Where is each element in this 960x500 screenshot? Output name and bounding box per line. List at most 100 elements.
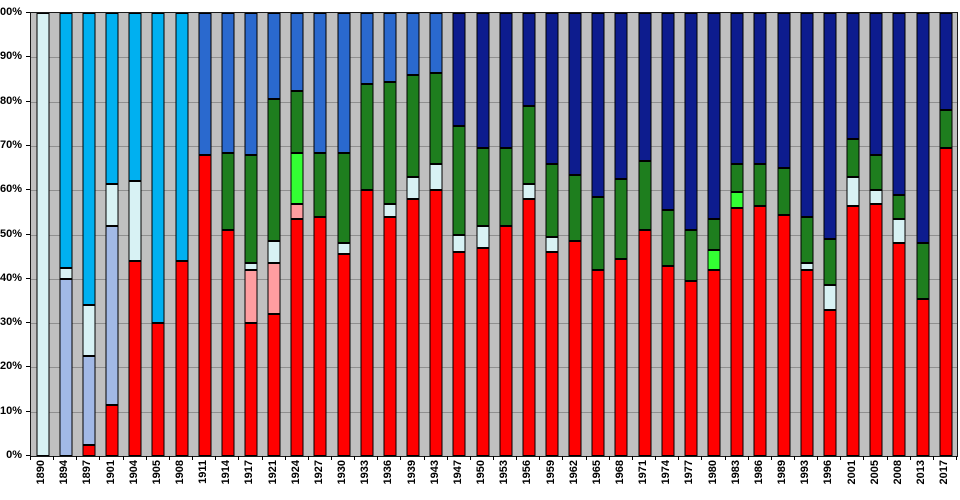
x-axis-tick bbox=[562, 456, 564, 460]
x-axis-tick bbox=[817, 456, 819, 460]
x-axis-label-1974: 1974 bbox=[660, 460, 673, 485]
gridline-80 bbox=[31, 101, 957, 103]
bar-segment-light_blue bbox=[59, 278, 73, 456]
bar-segment-dark_blue bbox=[476, 13, 490, 149]
bar-cell-1914 bbox=[216, 13, 239, 456]
bar-segment-pink bbox=[290, 203, 304, 219]
bar-segment-dark_blue bbox=[499, 13, 513, 149]
x-axis-tick bbox=[354, 456, 356, 460]
x-axis-tick bbox=[793, 456, 795, 460]
x-axis-tick bbox=[747, 456, 749, 460]
x-axis-label-1939: 1939 bbox=[405, 460, 418, 485]
x-axis-label-1904: 1904 bbox=[127, 460, 140, 485]
bar-segment-pale_cyan bbox=[869, 190, 883, 204]
bar-segment-cyan bbox=[59, 13, 73, 268]
bar-segment-green bbox=[383, 81, 397, 204]
bar-segment-cyan bbox=[128, 13, 142, 182]
gridline-40 bbox=[31, 278, 957, 280]
bar-1968 bbox=[614, 13, 628, 456]
bar-segment-green bbox=[777, 168, 791, 215]
bar-cell-2008 bbox=[888, 13, 911, 456]
x-axis-tick bbox=[932, 456, 934, 460]
bar-cell-1983 bbox=[726, 13, 749, 456]
x-label-cell-1956: 1956 bbox=[516, 460, 539, 498]
bar-segment-pink bbox=[244, 269, 258, 324]
bar-segment-red bbox=[684, 281, 698, 456]
bar-segment-green bbox=[568, 174, 582, 242]
bar-segment-medium_blue bbox=[383, 13, 397, 82]
bar-segment-dark_blue bbox=[800, 13, 814, 217]
bar-segment-red bbox=[452, 252, 466, 456]
x-label-cell-2001: 2001 bbox=[840, 460, 863, 498]
bar-cell-1968 bbox=[610, 13, 633, 456]
bar-segment-green bbox=[591, 196, 605, 270]
x-axis-label-1996: 1996 bbox=[822, 460, 835, 485]
x-label-cell-1989: 1989 bbox=[771, 460, 794, 498]
x-axis-label-1930: 1930 bbox=[336, 460, 349, 485]
bar-1962 bbox=[568, 13, 582, 456]
bar-segment-red bbox=[337, 254, 351, 456]
bar-1908 bbox=[175, 13, 189, 456]
x-label-cell-1965: 1965 bbox=[586, 460, 609, 498]
x-label-cell-1917: 1917 bbox=[238, 460, 261, 498]
x-axis-label-1959: 1959 bbox=[544, 460, 557, 485]
bar-1905 bbox=[151, 13, 165, 456]
bar-cell-1977 bbox=[679, 13, 702, 456]
y-axis-label-10%: 10% bbox=[0, 404, 22, 417]
gridline-20 bbox=[31, 367, 957, 369]
x-axis-label-1927: 1927 bbox=[312, 460, 325, 485]
bar-segment-dark_blue bbox=[846, 13, 860, 140]
x-axis-tick bbox=[400, 456, 402, 460]
bar-1974 bbox=[661, 13, 675, 456]
x-label-cell-1908: 1908 bbox=[169, 460, 192, 498]
x-axis-label-1921: 1921 bbox=[266, 460, 279, 485]
bar-segment-red bbox=[499, 225, 513, 456]
bar-1977 bbox=[684, 13, 698, 456]
bar-segment-red bbox=[522, 199, 536, 456]
y-axis-label-100%: 100% bbox=[0, 6, 22, 18]
bar-segment-pale_cyan bbox=[846, 176, 860, 206]
bar-1901 bbox=[105, 13, 119, 456]
bar-segment-red bbox=[823, 309, 837, 456]
x-axis-label-1905: 1905 bbox=[150, 460, 163, 485]
bar-cell-1911 bbox=[193, 13, 216, 456]
bar-segment-pale_cyan bbox=[267, 241, 281, 264]
y-axis-tick bbox=[26, 455, 30, 456]
y-axis-tick bbox=[26, 322, 30, 324]
bar-segment-green bbox=[429, 72, 443, 164]
x-axis-label-1901: 1901 bbox=[104, 460, 117, 485]
bar-cell-1993 bbox=[795, 13, 818, 456]
x-axis-label-1968: 1968 bbox=[613, 460, 626, 485]
bar-segment-red bbox=[638, 230, 652, 456]
bar-segment-red bbox=[267, 314, 281, 456]
x-axis-label-1983: 1983 bbox=[729, 460, 742, 485]
bar-segment-dark_blue bbox=[661, 13, 675, 211]
bar-cell-1950 bbox=[471, 13, 494, 456]
x-label-cell-1953: 1953 bbox=[493, 460, 516, 498]
bar-segment-pale_cyan bbox=[406, 176, 420, 200]
bar-segment-red bbox=[313, 216, 327, 456]
x-label-cell-2008: 2008 bbox=[887, 460, 910, 498]
bar-1989 bbox=[777, 13, 791, 456]
y-axis-tick bbox=[26, 56, 30, 58]
bar-segment-red bbox=[916, 298, 930, 456]
bar-segment-red bbox=[383, 216, 397, 456]
y-axis-label-40%: 40% bbox=[0, 271, 22, 284]
bar-1953 bbox=[499, 13, 513, 456]
bar-segment-pale_cyan bbox=[82, 305, 96, 357]
y-axis-label-20%: 20% bbox=[0, 360, 22, 373]
y-axis-tick bbox=[26, 100, 30, 102]
bar-segment-pale_cyan bbox=[383, 203, 397, 217]
x-axis-label-1989: 1989 bbox=[776, 460, 789, 485]
x-label-cell-1904: 1904 bbox=[123, 460, 146, 498]
bar-cell-1971 bbox=[633, 13, 656, 456]
x-axis-label-1971: 1971 bbox=[637, 460, 650, 485]
y-axis-label-70%: 70% bbox=[0, 138, 22, 151]
bar-segment-red bbox=[406, 199, 420, 456]
x-axis-label-1986: 1986 bbox=[752, 460, 765, 485]
x-axis-label-1956: 1956 bbox=[521, 460, 534, 485]
bar-segment-green bbox=[916, 243, 930, 299]
bar-segment-red bbox=[105, 405, 119, 456]
bar-segment-dark_blue bbox=[823, 13, 837, 239]
bar-segment-dark_blue bbox=[522, 13, 536, 107]
